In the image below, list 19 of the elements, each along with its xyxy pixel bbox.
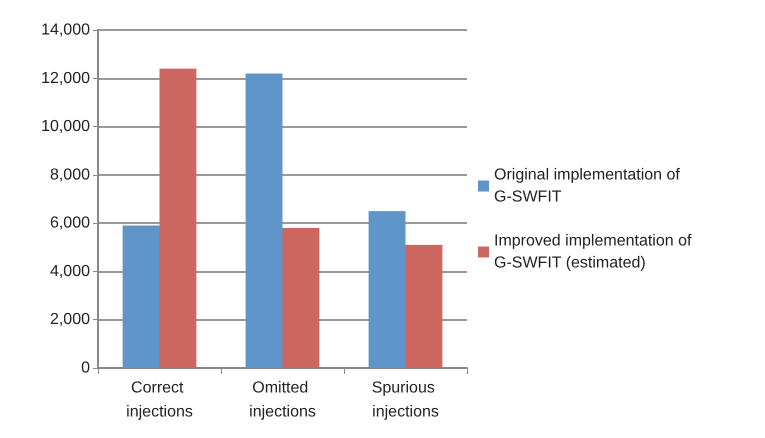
y-tick-label: 0 <box>81 360 90 376</box>
legend-label: Improved implementation of G-SWFIT (estimated) <box>494 232 696 272</box>
bar <box>368 211 406 368</box>
x-tick-label: Spurious injections <box>372 380 440 420</box>
x-tick-label: Omitted injections <box>249 380 316 420</box>
bar <box>122 226 160 368</box>
bar <box>160 68 196 368</box>
y-tick-label: 6,000 <box>50 214 90 232</box>
bar <box>406 244 442 368</box>
y-tick-label: 10,000 <box>41 118 90 136</box>
y-tick-label: 2,000 <box>50 311 90 328</box>
y-tick-label: 12,000 <box>41 70 90 87</box>
legend-label: Original implementation of G-SWFIT <box>494 166 684 206</box>
y-tick-label: 4,000 <box>50 262 90 280</box>
bar <box>246 73 282 368</box>
y-tick-label: 14,000 <box>41 22 90 38</box>
x-tick-label: Correct injections <box>126 380 193 420</box>
y-tick-label: 8,000 <box>50 166 90 184</box>
bar <box>282 228 320 368</box>
